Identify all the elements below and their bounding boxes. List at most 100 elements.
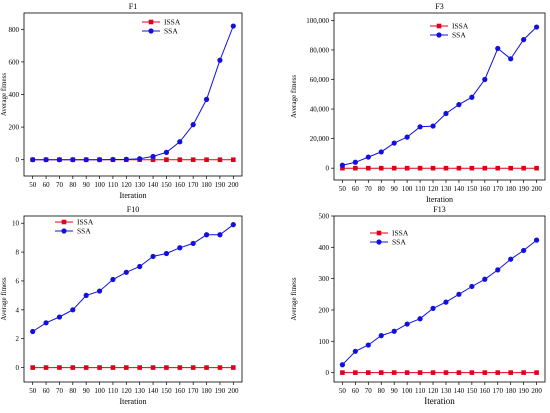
data-point-issa xyxy=(508,370,513,375)
x-tick-label: 170 xyxy=(493,185,504,193)
x-tick-label: 160 xyxy=(175,387,186,395)
data-point-issa xyxy=(217,365,223,370)
x-tick-label: 140 xyxy=(454,185,465,193)
x-tick-label: 190 xyxy=(215,181,226,189)
data-point-ssa xyxy=(508,256,514,262)
x-tick-label: 100 xyxy=(402,185,413,193)
x-tick-label: 190 xyxy=(215,387,226,395)
data-point-issa xyxy=(231,365,236,370)
legend-label-issa: ISSA xyxy=(77,218,94,227)
x-tick-label: 180 xyxy=(201,181,212,189)
x-tick-label: 130 xyxy=(134,181,145,189)
series-line-ssa xyxy=(342,239,537,366)
series-line-ssa xyxy=(32,25,234,161)
x-tick-label: 190 xyxy=(518,185,529,193)
data-point-ssa xyxy=(391,140,397,146)
data-point-ssa xyxy=(190,122,196,128)
data-point-issa xyxy=(534,165,539,171)
data-point-issa xyxy=(378,370,384,375)
chart-f1: F1 50 60 70 80 90 100 110 120 130 140 150 160 170 180 1… xyxy=(0,2,243,200)
x-tick-label: 80 xyxy=(378,185,386,193)
data-point-ssa xyxy=(495,267,501,273)
data-point-issa xyxy=(150,157,156,162)
y-axis-label: Average fitness xyxy=(290,75,298,118)
data-point-ssa xyxy=(533,237,540,243)
data-point-ssa xyxy=(469,94,475,100)
data-point-ssa xyxy=(417,316,423,322)
data-point-ssa xyxy=(96,288,103,294)
data-point-ssa xyxy=(352,159,358,165)
x-tick-label: 80 xyxy=(69,387,77,395)
chart-title: F1 xyxy=(129,2,137,11)
data-point-ssa xyxy=(83,292,89,298)
data-point-issa xyxy=(404,165,410,171)
data-point-issa xyxy=(177,365,183,370)
data-point-ssa xyxy=(495,45,501,52)
x-axis-label: Iteration xyxy=(119,191,146,200)
x-tick-label: 180 xyxy=(505,387,516,395)
data-point-ssa xyxy=(30,157,36,163)
x-tick-label: 100 xyxy=(94,387,105,395)
data-point-ssa xyxy=(137,156,143,162)
x-tick-label: 150 xyxy=(467,387,478,395)
data-point-ssa xyxy=(150,153,156,160)
data-point-issa xyxy=(391,165,397,171)
legend-label-issa: ISSA xyxy=(392,229,409,238)
data-point-issa xyxy=(217,157,223,162)
data-point-issa xyxy=(482,165,488,171)
data-point-issa xyxy=(417,370,423,375)
x-tick-label: 200 xyxy=(531,185,542,193)
plot-frame xyxy=(23,12,243,177)
data-point-ssa xyxy=(230,222,236,228)
data-point-issa xyxy=(340,370,345,375)
data-point-issa xyxy=(366,165,371,171)
data-point-issa xyxy=(508,165,513,171)
data-point-ssa xyxy=(177,139,183,145)
x-tick-label: 60 xyxy=(43,181,51,189)
data-point-ssa xyxy=(110,276,116,283)
data-point-ssa xyxy=(203,96,210,102)
data-point-ssa xyxy=(30,328,36,335)
y-tick-label: 40,000 xyxy=(310,106,330,114)
y-tick-label: 200 xyxy=(319,306,330,314)
x-tick-label: 120 xyxy=(121,387,132,395)
series-line-ssa xyxy=(32,224,234,332)
data-point-issa xyxy=(190,157,196,162)
x-tick-label: 90 xyxy=(391,387,399,395)
x-tick-label: 110 xyxy=(415,387,426,395)
x-tick-label: 130 xyxy=(441,185,452,193)
legend-label-ssa: SSA xyxy=(77,227,91,236)
data-point-issa xyxy=(190,365,196,370)
x-tick-label: 120 xyxy=(428,185,439,193)
x-tick-label: 80 xyxy=(378,387,386,395)
y-tick-label: 0 xyxy=(16,364,20,372)
data-point-issa xyxy=(482,370,488,375)
x-tick-label: 110 xyxy=(415,185,426,193)
x-tick-label: 50 xyxy=(29,181,37,189)
data-point-ssa xyxy=(443,110,449,117)
data-point-issa xyxy=(469,165,475,171)
data-point-ssa xyxy=(339,362,346,368)
x-tick-label: 50 xyxy=(339,185,347,193)
data-point-issa xyxy=(204,157,209,162)
data-point-ssa xyxy=(352,348,358,354)
legend-marker-issa xyxy=(436,23,442,29)
x-tick-label: 100 xyxy=(402,387,413,395)
data-point-issa xyxy=(231,157,236,162)
x-tick-label: 70 xyxy=(365,185,373,193)
y-tick-label: 8 xyxy=(16,249,20,257)
data-point-ssa xyxy=(123,156,129,162)
data-point-ssa xyxy=(469,283,475,290)
data-point-ssa xyxy=(430,123,436,129)
data-point-ssa xyxy=(456,102,462,108)
data-point-ssa xyxy=(443,299,449,305)
y-tick-label: 6 xyxy=(16,277,20,285)
data-point-issa xyxy=(177,157,183,162)
data-point-ssa xyxy=(217,232,223,238)
y-tick-label: 4 xyxy=(16,306,20,314)
data-point-issa xyxy=(443,370,449,375)
data-point-issa xyxy=(521,165,526,171)
data-point-issa xyxy=(204,365,209,370)
data-point-issa xyxy=(430,165,436,171)
